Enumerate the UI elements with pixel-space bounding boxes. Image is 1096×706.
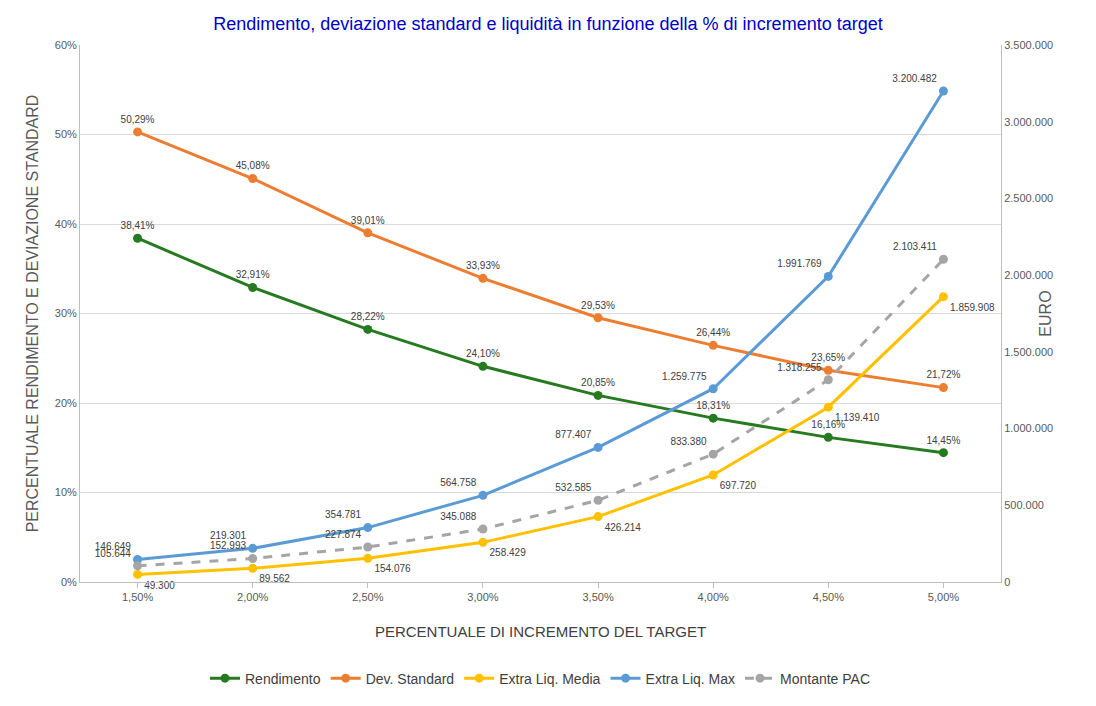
svg-text:105.644: 105.644	[95, 548, 132, 559]
svg-text:564.758: 564.758	[440, 477, 477, 488]
svg-text:1.991.769: 1.991.769	[777, 258, 822, 269]
svg-text:354.781: 354.781	[325, 509, 362, 520]
svg-text:833.380: 833.380	[670, 436, 707, 447]
svg-text:152.993: 152.993	[210, 540, 247, 551]
svg-text:50,29%: 50,29%	[121, 114, 155, 125]
svg-text:23,65%: 23,65%	[811, 352, 845, 363]
svg-text:1.000.000: 1.000.000	[1004, 422, 1053, 434]
svg-text:877.407: 877.407	[555, 429, 592, 440]
svg-text:45,08%: 45,08%	[236, 160, 270, 171]
svg-text:3.000.000: 3.000.000	[1004, 116, 1053, 128]
svg-text:532.585: 532.585	[555, 482, 592, 493]
svg-text:89.562: 89.562	[259, 573, 290, 584]
svg-text:38,41%: 38,41%	[121, 220, 155, 231]
svg-text:EURO: EURO	[1037, 290, 1054, 336]
svg-text:Dev. Standard: Dev. Standard	[366, 671, 454, 687]
svg-text:4,50%: 4,50%	[813, 591, 844, 603]
svg-text:2,50%: 2,50%	[352, 591, 383, 603]
svg-text:2.103.411: 2.103.411	[893, 241, 937, 252]
svg-text:1.139.410: 1.139.410	[835, 412, 880, 423]
svg-text:500.000: 500.000	[1004, 499, 1044, 511]
svg-text:2,00%: 2,00%	[237, 591, 268, 603]
svg-text:26,44%: 26,44%	[696, 327, 730, 338]
svg-text:146.649: 146.649	[95, 541, 132, 552]
svg-text:40%: 40%	[55, 218, 77, 230]
svg-text:0%: 0%	[61, 576, 77, 588]
svg-text:Extra Liq. Media: Extra Liq. Media	[499, 671, 600, 687]
svg-text:14,45%: 14,45%	[926, 435, 960, 446]
svg-text:39,01%: 39,01%	[351, 215, 385, 226]
svg-text:50%: 50%	[55, 128, 77, 140]
svg-text:30%: 30%	[55, 307, 77, 319]
svg-text:60%: 60%	[55, 39, 77, 51]
svg-text:16,16%: 16,16%	[811, 419, 845, 430]
svg-text:Montante PAC: Montante PAC	[780, 671, 870, 687]
svg-text:258.429: 258.429	[490, 547, 527, 558]
svg-text:PERCENTUALE DI INCREMENTO DEL: PERCENTUALE DI INCREMENTO DEL TARGET	[375, 623, 706, 640]
svg-text:1,50%: 1,50%	[122, 591, 153, 603]
svg-text:Rendimento, deviazione standar: Rendimento, deviazione standard e liquid…	[213, 14, 882, 34]
svg-text:PERCENTUALE RENDIMENTO E DEVIA: PERCENTUALE RENDIMENTO E DEVIAZIONE STAN…	[24, 95, 41, 533]
svg-text:3,50%: 3,50%	[582, 591, 613, 603]
svg-text:2.500.000: 2.500.000	[1004, 192, 1053, 204]
svg-text:20%: 20%	[55, 397, 77, 409]
svg-text:Rendimento: Rendimento	[245, 671, 321, 687]
svg-text:3.200.482: 3.200.482	[892, 73, 937, 84]
svg-text:24,10%: 24,10%	[466, 348, 500, 359]
svg-text:21,72%: 21,72%	[926, 369, 960, 380]
svg-text:227.874: 227.874	[325, 529, 362, 540]
svg-text:28,22%: 28,22%	[351, 311, 385, 322]
svg-text:49.300: 49.300	[144, 580, 175, 591]
svg-text:20,85%: 20,85%	[581, 377, 615, 388]
svg-text:1.859.908: 1.859.908	[950, 302, 995, 313]
svg-text:5,00%: 5,00%	[928, 591, 959, 603]
svg-text:18,31%: 18,31%	[696, 400, 730, 411]
svg-text:1.500.000: 1.500.000	[1004, 346, 1053, 358]
svg-text:697.720: 697.720	[720, 480, 757, 491]
svg-text:219.301: 219.301	[210, 530, 247, 541]
svg-text:29,53%: 29,53%	[581, 300, 615, 311]
svg-text:3,00%: 3,00%	[467, 591, 498, 603]
svg-text:10%: 10%	[55, 486, 77, 498]
svg-text:0: 0	[1004, 576, 1010, 588]
svg-text:345.088: 345.088	[440, 511, 477, 522]
svg-text:32,91%: 32,91%	[236, 269, 270, 280]
svg-text:426.214: 426.214	[605, 522, 642, 533]
svg-text:154.076: 154.076	[374, 563, 411, 574]
svg-text:1.259.775: 1.259.775	[662, 371, 707, 382]
svg-text:Extra Liq. Max: Extra Liq. Max	[646, 671, 735, 687]
svg-text:4,00%: 4,00%	[698, 591, 729, 603]
svg-text:3.500.000: 3.500.000	[1004, 39, 1053, 51]
svg-text:2.000.000: 2.000.000	[1004, 269, 1053, 281]
svg-text:33,93%: 33,93%	[466, 260, 500, 271]
svg-text:1.318.255: 1.318.255	[777, 362, 822, 373]
